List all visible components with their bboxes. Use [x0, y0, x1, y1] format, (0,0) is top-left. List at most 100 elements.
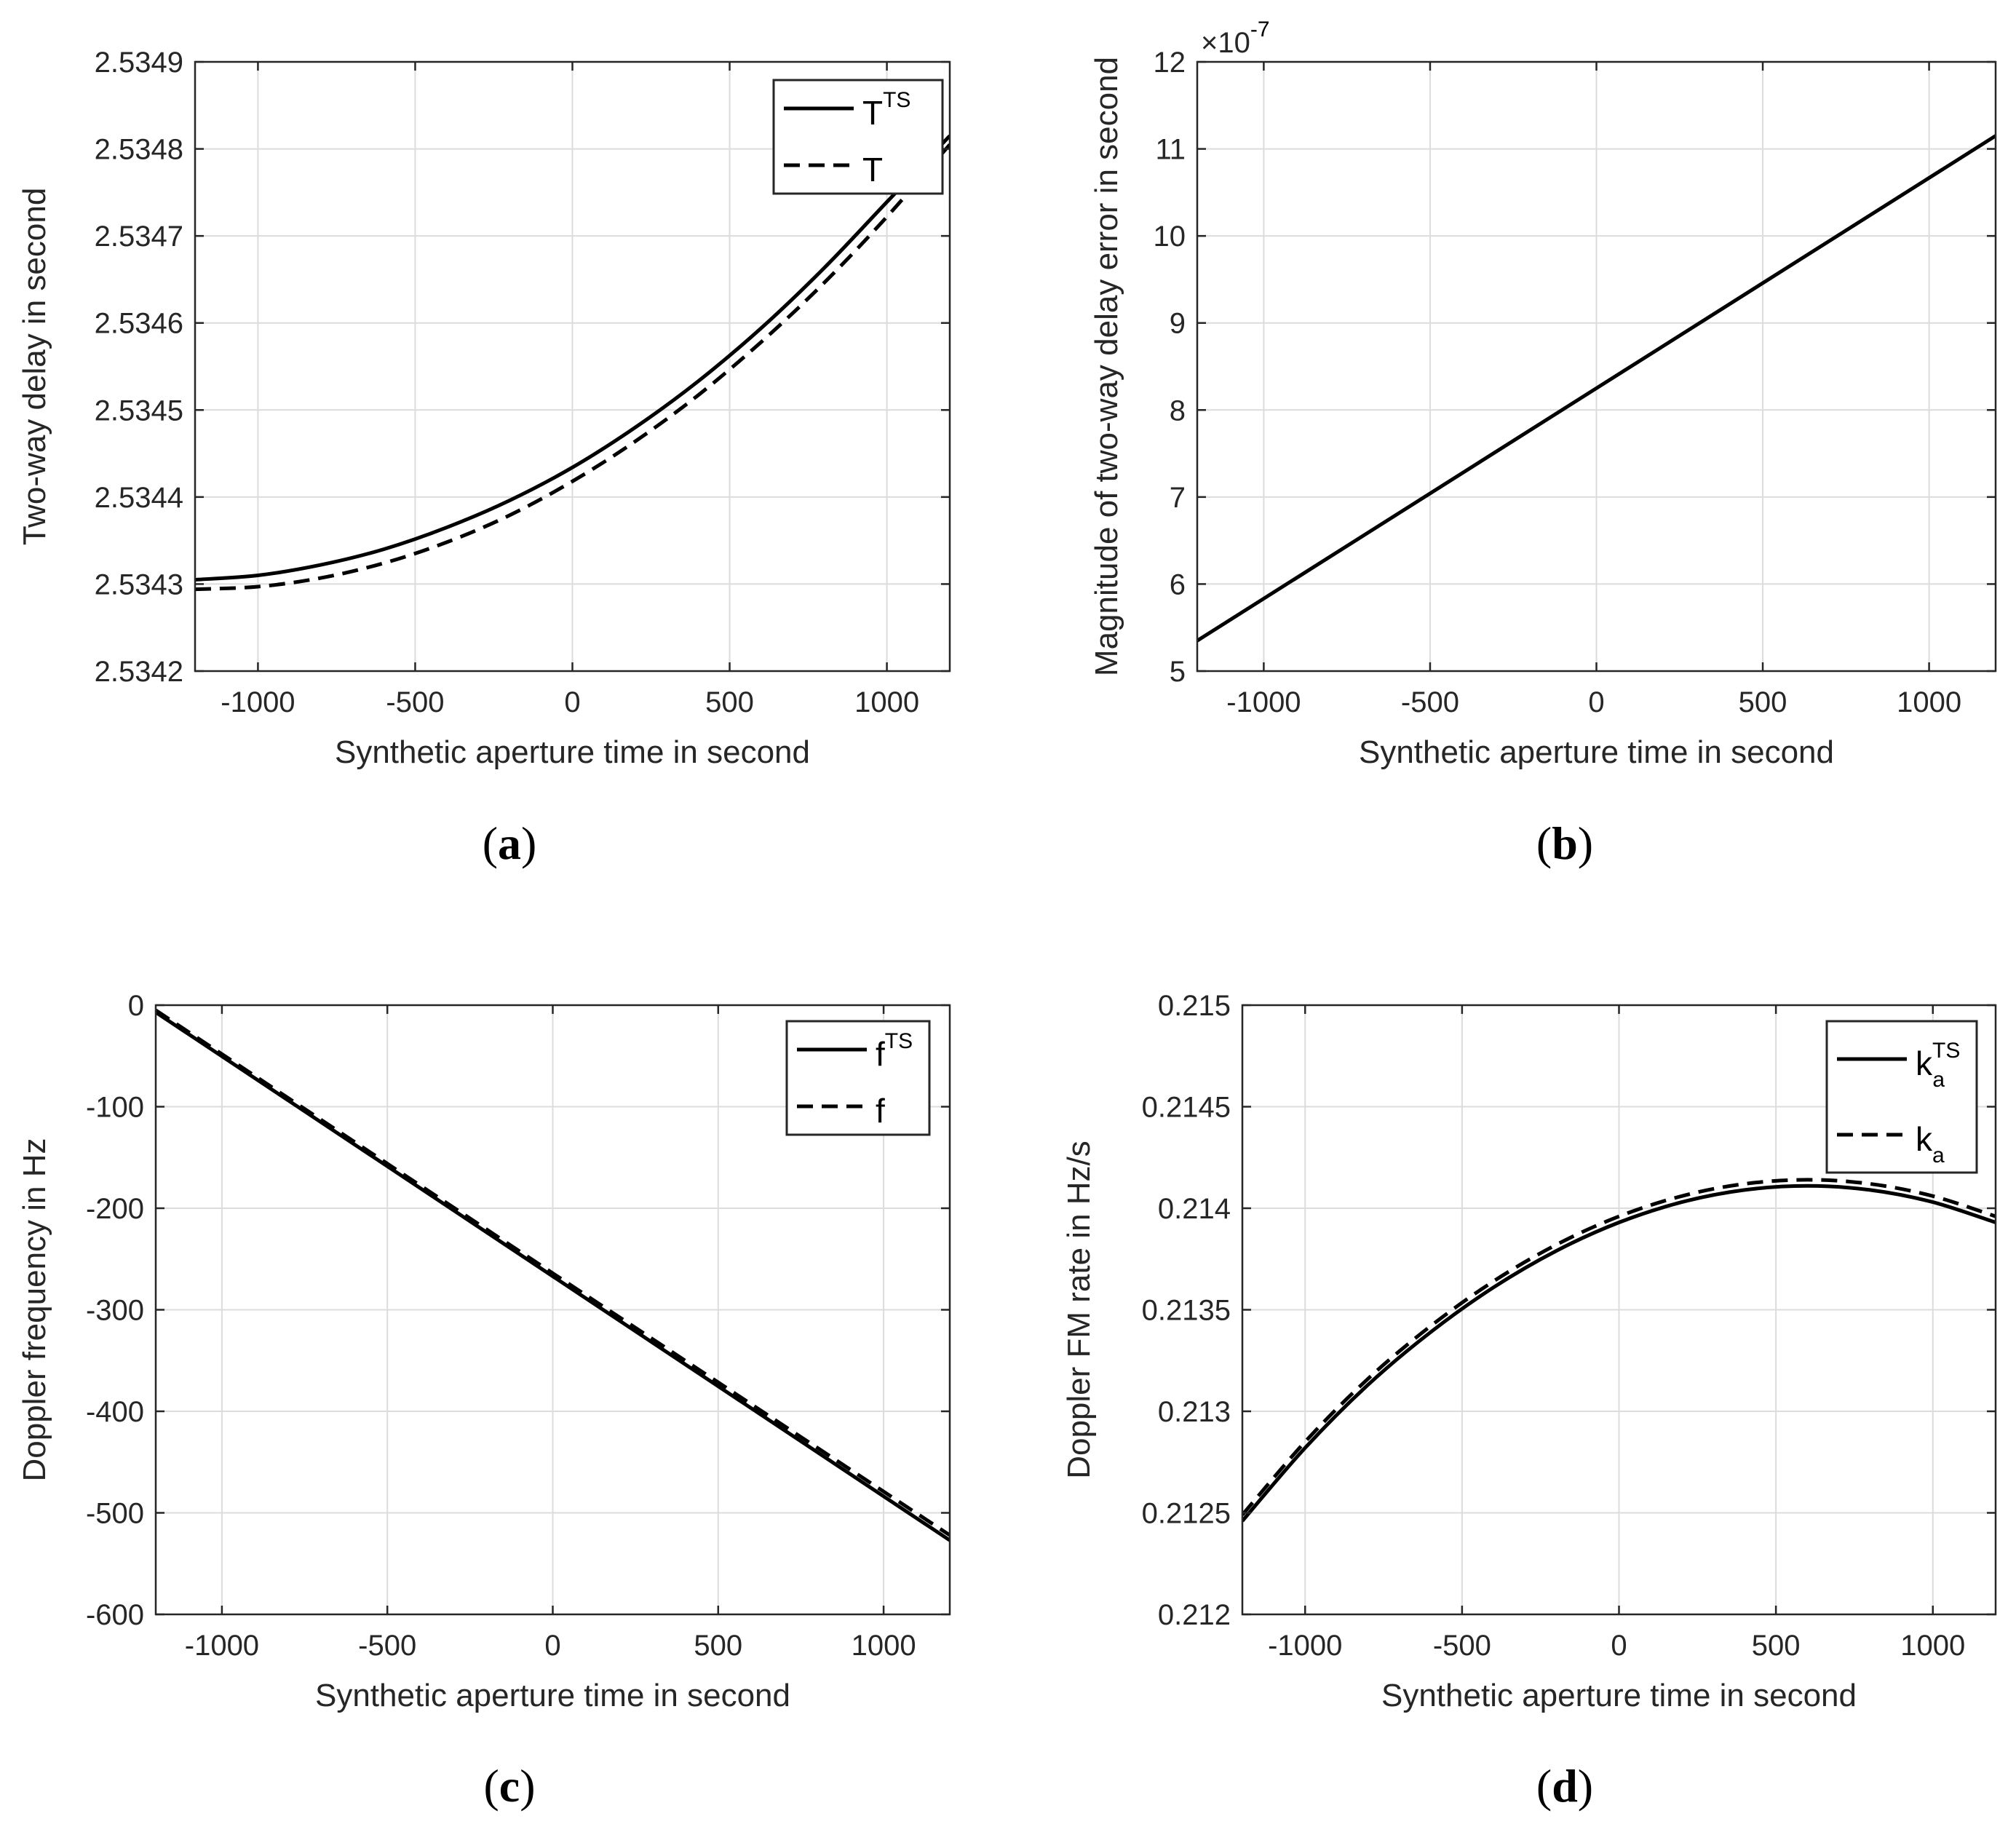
panel-d: -1000 -500 0 500 1000 0.212 0.2125 0.213 0.2135 0…	[1061, 990, 1997, 1812]
x-tick-label-3: 500	[705, 686, 754, 718]
y-tick-label-4: 0.214	[1158, 1193, 1231, 1225]
x-tick-label-3: 500	[1739, 686, 1787, 718]
y-tick-label-4: 2.5346	[95, 308, 183, 340]
x-tick-label-1: -500	[386, 686, 444, 718]
caption-letter: c	[499, 1760, 520, 1812]
legend-entry-0-label: fTS	[876, 1029, 913, 1073]
legend-entry-0-sup: TS	[883, 88, 910, 112]
exponent-base: ×10	[1201, 27, 1250, 59]
legend: kTS aka	[1825, 1020, 1978, 1174]
y-tick-label-3: -300	[86, 1295, 144, 1327]
grid	[195, 61, 950, 672]
caption-letter: a	[498, 817, 521, 869]
y-tick-label-5: 10	[1154, 221, 1186, 253]
y-tick-label-0: -600	[86, 1599, 144, 1631]
x-axis-label: Synthetic aperture time in second	[315, 1678, 790, 1713]
y-tick-label-1: -500	[86, 1498, 144, 1530]
caption-letter: d	[1552, 1760, 1578, 1812]
series-line-1	[195, 143, 950, 592]
series-line-0	[195, 134, 950, 582]
y-tick-label-6: 11	[1155, 134, 1186, 166]
legend-entry-0-label: kTS a	[1916, 1039, 1960, 1092]
legend-entry-1-label: f	[876, 1092, 885, 1130]
legend-entry-0-name: f	[876, 1035, 885, 1073]
legend-entry-0-label: TTS	[862, 88, 910, 132]
x-tick-label-3: 500	[694, 1630, 742, 1662]
panel-a: -1000 -500 0 500 1000 2.5342 2.5343 2.5344 2.534…	[17, 47, 951, 869]
caption-close: )	[521, 817, 536, 869]
legend-entry-0-name: k	[1916, 1044, 1933, 1082]
panel-caption: (a)	[483, 817, 537, 869]
exponent-power: -7	[1250, 17, 1270, 41]
y-tick-label-7: 2.5349	[95, 47, 183, 79]
x-tick-label-0: -1000	[1226, 686, 1301, 718]
ticks	[156, 1004, 950, 1616]
series-line-0	[156, 1010, 950, 1542]
y-tick-label-4: 9	[1170, 308, 1186, 340]
y-tick-label-6: 0.215	[1158, 990, 1231, 1022]
y-tick-label-1: 6	[1170, 568, 1186, 600]
y-tick-label-7: 12	[1154, 47, 1186, 79]
y-axis-label: Doppler FM rate in Hz/s	[1061, 1141, 1097, 1479]
y-tick-label-5: 0.2145	[1142, 1092, 1231, 1124]
exponent-label: ×10-7	[1201, 17, 1270, 59]
ticks	[1242, 1004, 1996, 1616]
caption-close: )	[520, 1760, 535, 1812]
ticks	[1197, 60, 1996, 673]
panel-caption: (b)	[1536, 817, 1593, 869]
panel-b: -1000 -500 0 500 1000 5 6 7 8 9 10 11 12 Synthetic ap…	[1089, 17, 1997, 869]
y-tick-label-0: 0.212	[1158, 1599, 1231, 1631]
x-tick-label-2: 0	[1588, 686, 1604, 718]
y-tick-label-3: 8	[1170, 394, 1186, 427]
x-tick-label-4: 1000	[854, 686, 919, 718]
legend-entry-1-label: T	[862, 151, 883, 189]
x-tick-label-1: -500	[358, 1630, 416, 1662]
x-tick-label-1: -500	[1433, 1630, 1491, 1662]
x-tick-label-0: -1000	[185, 1630, 259, 1662]
series-line-0	[1197, 134, 1996, 643]
caption-close: )	[1578, 817, 1593, 869]
y-tick-label-0: 5	[1170, 656, 1186, 688]
caption-open: (	[483, 817, 498, 869]
legend-entry-1-label: ka	[1916, 1120, 1945, 1167]
y-tick-label-3: 0.2135	[1142, 1295, 1231, 1327]
caption-letter: b	[1552, 817, 1578, 869]
legend-box	[785, 1020, 931, 1136]
legend-entry-0-sup: TS	[1932, 1039, 1960, 1063]
x-tick-label-2: 0	[564, 686, 580, 718]
x-axis-label: Synthetic aperture time in second	[1359, 734, 1834, 770]
legend-box	[1825, 1020, 1978, 1174]
y-tick-label-4: -200	[86, 1193, 144, 1225]
series-line-1	[156, 1008, 950, 1537]
series-line-1	[1242, 1178, 1996, 1516]
y-tick-label-2: 0.213	[1158, 1396, 1231, 1428]
y-tick-label-1: 0.2125	[1142, 1498, 1231, 1530]
ticks	[195, 60, 950, 673]
y-tick-label-2: 7	[1170, 482, 1186, 514]
x-tick-label-4: 1000	[1897, 686, 1961, 718]
y-axis-label: Magnitude of two-way delay error in seco…	[1089, 57, 1124, 676]
legend-box	[772, 79, 944, 195]
caption-close: )	[1578, 1760, 1593, 1812]
x-tick-label-3: 500	[1752, 1630, 1801, 1662]
caption-open: (	[1536, 1760, 1552, 1812]
y-tick-label-5: 2.5347	[95, 221, 183, 253]
legend-entry-1-name: T	[862, 151, 883, 189]
y-tick-label-5: -100	[86, 1092, 144, 1124]
legend-entry-0-name: T	[862, 94, 883, 132]
x-tick-label-0: -1000	[221, 686, 295, 718]
x-axis-label: Synthetic aperture time in second	[1381, 1678, 1857, 1713]
legend-entry-1-name: k	[1916, 1120, 1933, 1158]
legend-entry-1-name: f	[876, 1092, 885, 1130]
y-tick-label-2: -400	[86, 1396, 144, 1428]
legend-entry-0-sub: a	[1932, 1068, 1945, 1092]
legend-entry-0-sup: TS	[885, 1029, 913, 1053]
x-axis-label: Synthetic aperture time in second	[335, 734, 810, 770]
x-tick-label-4: 1000	[1900, 1630, 1965, 1662]
y-tick-label-6: 2.5348	[95, 134, 183, 166]
y-tick-label-1: 2.5343	[95, 568, 183, 600]
x-tick-label-2: 0	[544, 1630, 560, 1662]
